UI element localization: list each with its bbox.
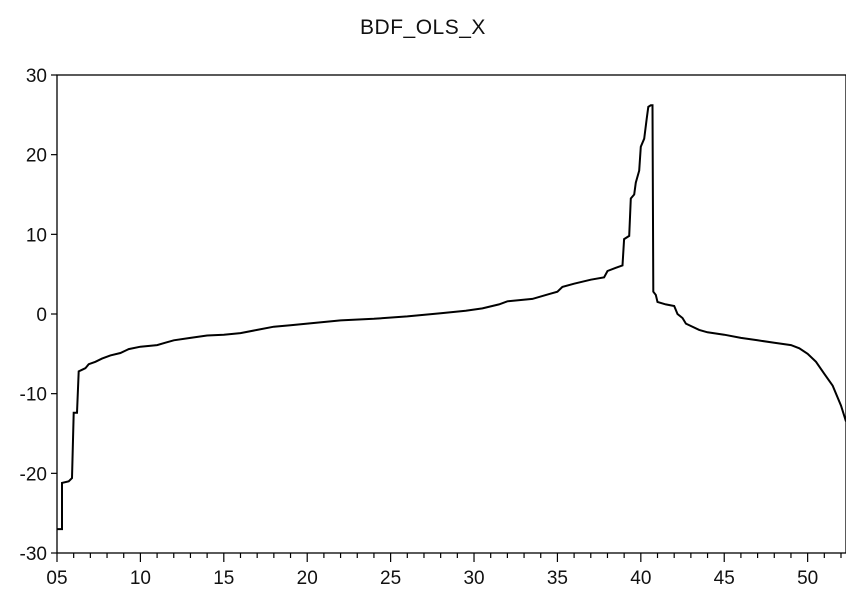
x-axis-tick-label: 30 xyxy=(463,568,484,589)
x-axis-tick-label: 15 xyxy=(213,568,234,589)
x-axis-tick-label: 45 xyxy=(714,568,735,589)
y-axis-tick-label: 20 xyxy=(26,146,47,167)
y-axis-tick-label: 10 xyxy=(26,225,47,246)
plot-frame xyxy=(56,74,846,554)
x-axis-tick-label: 05 xyxy=(46,568,67,589)
axis-tick-labels: 30 20 10 0 -10 -20 -30 05 10 15 20 25 30 35 40 45 50 xyxy=(20,66,819,589)
x-axis-tick-label: 10 xyxy=(130,568,151,589)
y-axis-tick-label: 0 xyxy=(36,305,47,326)
x-axis-tick-label: 50 xyxy=(797,568,818,589)
x-axis-tick-label: 25 xyxy=(380,568,401,589)
x-axis-tick-label: 35 xyxy=(547,568,568,589)
y-axis-tick-label: -10 xyxy=(20,385,47,406)
y-axis-tick-label: -20 xyxy=(20,464,47,485)
y-axis-tick-label: 30 xyxy=(26,66,47,87)
chart-title: BDF_OLS_X xyxy=(360,16,486,39)
x-axis-tick-label: 40 xyxy=(630,568,651,589)
series-line xyxy=(57,104,846,531)
x-axis-tick-label: 20 xyxy=(297,568,318,589)
y-axis-tick-label: -30 xyxy=(20,544,47,565)
axis-ticks xyxy=(51,74,842,562)
